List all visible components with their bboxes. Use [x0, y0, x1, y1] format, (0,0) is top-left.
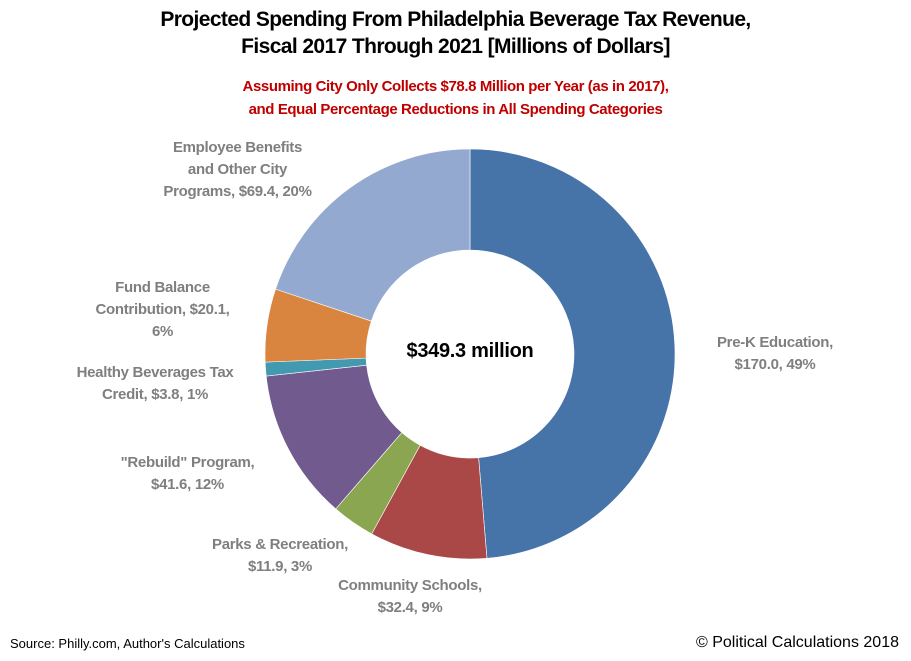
slice-label-line: $41.6, 12%	[151, 476, 224, 493]
slice-label-line: Parks & Recreation,	[211, 536, 349, 553]
slice-label-line: $170.0, 49%	[734, 356, 816, 373]
slice-label-line: $32.4, 9%	[377, 599, 443, 616]
slice-label-fund-balance-contribution: Fund Balance Contribution, $20.1, 6%	[70, 277, 255, 343]
donut-slice-pre-k-education	[469, 148, 676, 559]
slice-label-line: "Rebuild" Program,	[120, 454, 255, 471]
chart-subtitle-line-2: and Equal Percentage Reductions in All S…	[248, 101, 663, 118]
slice-label-line: 6%	[151, 323, 174, 340]
slice-label-line: Fund Balance	[115, 279, 210, 296]
slice-label-line: Employee Benefits	[172, 139, 303, 156]
slice-label-line: $11.9, 3%	[247, 558, 313, 575]
chart-title-line-1: Projected Spending From Philadelphia Bev…	[160, 8, 751, 31]
source-note: Source: Philly.com, Author's Calculation…	[10, 636, 245, 651]
copyright-note: © Political Calculations 2018	[695, 634, 899, 651]
slice-label-line: Contribution, $20.1,	[95, 301, 230, 318]
slice-label-rebuild-program: "Rebuild" Program, $41.6, 12%	[100, 452, 275, 496]
slice-label-line: Credit, $3.8, 1%	[101, 386, 209, 403]
slice-label-community-schools: Community Schools, $32.4, 9%	[320, 575, 500, 619]
slice-label-line: Programs, $69.4, 20%	[163, 183, 312, 200]
donut-slice-employee-benefits-and-other-city-programs	[275, 148, 471, 322]
slice-label-pre-k-education: Pre-K Education, $170.0, 49%	[690, 332, 860, 376]
slice-label-line: and Other City	[187, 161, 288, 178]
slice-label-line: Healthy Beverages Tax	[76, 364, 234, 381]
chart-title-line-2: Fiscal 2017 Through 2021 [Millions of Do…	[241, 35, 670, 58]
chart-subtitle-line-1: Assuming City Only Collects $78.8 Millio…	[242, 78, 669, 95]
slice-label-line: Pre-K Education,	[716, 334, 834, 351]
slice-label-parks-recreation: Parks & Recreation, $11.9, 3%	[190, 534, 370, 578]
slice-label-line: Community Schools,	[338, 577, 482, 594]
slice-label-employee-benefits: Employee Benefits and Other City Program…	[140, 137, 335, 203]
donut-center-total: $349.3 million	[406, 340, 534, 362]
slice-label-healthy-beverages-tax-credit: Healthy Beverages Tax Credit, $3.8, 1%	[60, 362, 250, 406]
